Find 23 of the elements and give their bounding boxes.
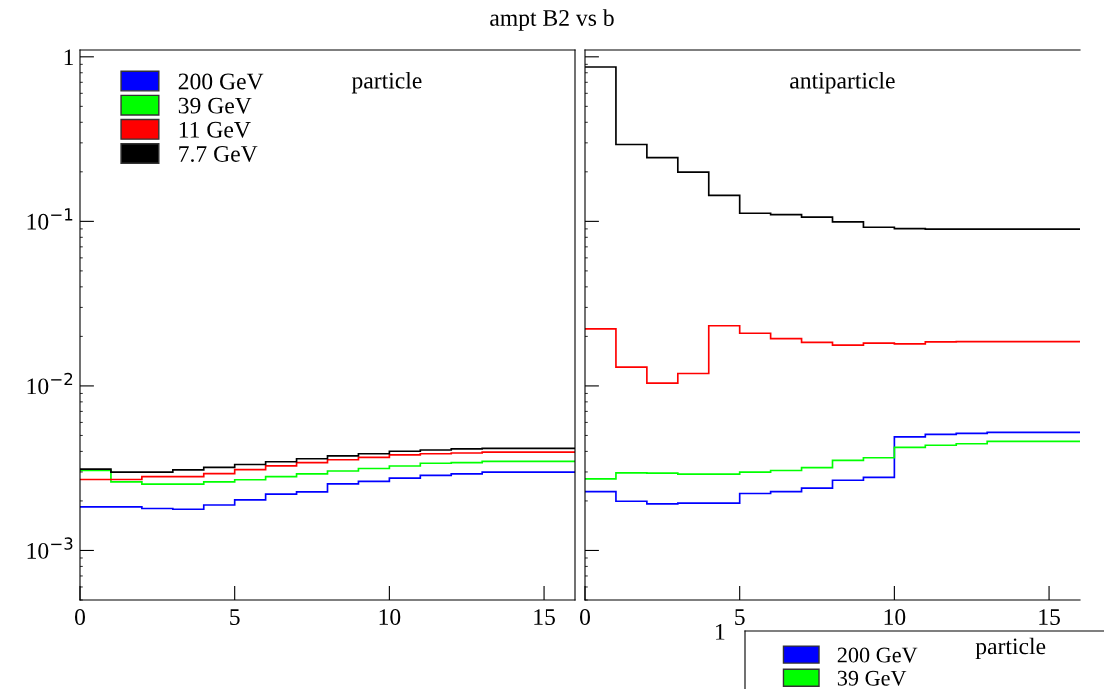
text: 1: [716, 623, 725, 640]
x-tick-label: 5: [230, 609, 240, 625]
chart-title: ampt B2 vs b: [490, 9, 614, 31]
x-tick-label: 0: [75, 609, 85, 625]
annotation: antiparticle: [790, 72, 895, 94]
legend-label: 200 GeV: [837, 647, 918, 663]
x-tick-label: 10: [884, 609, 906, 625]
y-tick-label: 10$^{−3}$: [27, 537, 73, 559]
y-tick-label: 1: [64, 49, 74, 65]
legend-label: 39 GeV: [837, 670, 907, 686]
text: particle: [975, 637, 1046, 660]
x-tick-label: 5: [735, 609, 745, 625]
x-tick-label: 10: [379, 609, 401, 625]
annotation: particle: [351, 72, 422, 94]
legend-label: 200 GeV: [178, 73, 264, 90]
legend-label: 39 GeV: [178, 97, 252, 114]
y-tick-label: 10$^{−2}$: [27, 372, 73, 395]
x-tick-label: 0: [580, 609, 590, 625]
y-tick-label: 10$^{−1}$: [27, 208, 73, 230]
x-tick-label: 15: [1039, 609, 1060, 625]
x-tick-label: 15: [534, 609, 555, 625]
legend-label: 11 GeV: [179, 121, 251, 138]
legend-label: 7.7 GeV: [179, 146, 258, 163]
